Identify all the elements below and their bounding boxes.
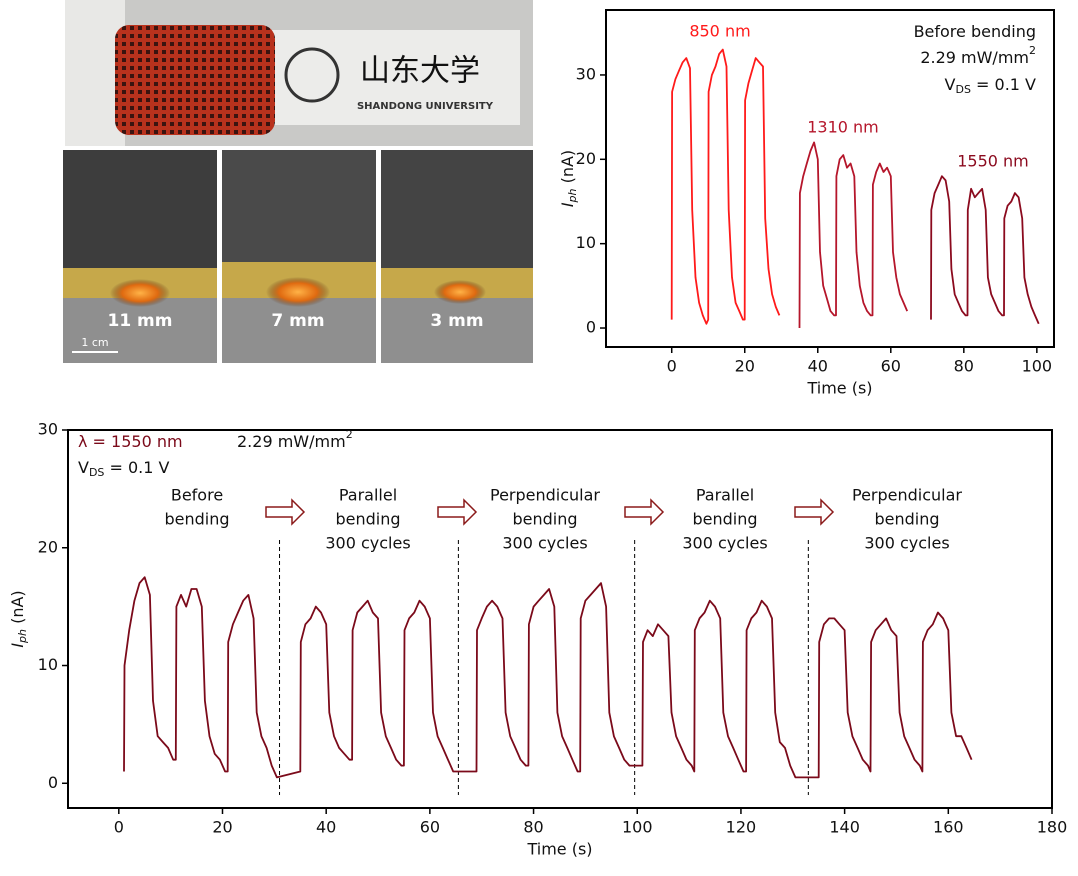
x-axis-title: Time (s) bbox=[806, 379, 872, 398]
annotation: VDS = 0.1 V bbox=[78, 458, 170, 480]
photo-panels: 11 mm 7 mm 3 mm 1 cm bbox=[63, 150, 533, 363]
data-line bbox=[930, 175, 1040, 325]
data-line bbox=[123, 576, 973, 779]
stage-label: Perpendicular bbox=[490, 486, 600, 505]
y-axis-symbol: I bbox=[8, 643, 27, 648]
y-tick-label: 0 bbox=[586, 318, 596, 337]
annotation: λ = 1550 nm bbox=[78, 432, 183, 451]
photo-label: 7 mm bbox=[271, 311, 324, 331]
x-tick-label: 20 bbox=[212, 818, 232, 837]
plot-frame bbox=[605, 9, 1055, 348]
annotation-part: V bbox=[78, 458, 89, 477]
photo-top: 山东大学 SHANDONG UNIVERSITY bbox=[65, 0, 533, 146]
x-tick-label: 0 bbox=[667, 357, 677, 376]
stage-label: Parallel bbox=[339, 486, 397, 505]
x-tick-label: 180 bbox=[1037, 818, 1068, 837]
y-tick-label: 20 bbox=[38, 537, 58, 556]
annotation-sup: 2 bbox=[1029, 44, 1036, 57]
annotation-part: = 0.1 V bbox=[971, 75, 1036, 94]
x-tick-label: 140 bbox=[829, 818, 860, 837]
stage-label: 300 cycles bbox=[682, 534, 767, 553]
x-tick-label: 80 bbox=[954, 357, 974, 376]
scale-bar-label: 1 cm bbox=[81, 336, 108, 349]
annotation-sup: 2 bbox=[346, 428, 353, 441]
x-tick-label: 40 bbox=[808, 357, 828, 376]
stage-label: 300 cycles bbox=[864, 534, 949, 553]
photo-panel bbox=[222, 150, 376, 363]
x-tick-label: 60 bbox=[881, 357, 901, 376]
x-tick-label: 160 bbox=[933, 818, 964, 837]
photo-text: SHANDONG UNIVERSITY bbox=[357, 101, 494, 112]
y-tick-label: 20 bbox=[576, 149, 596, 168]
annotation-sub: DS bbox=[955, 83, 970, 96]
annotation: 2.29 mW/mm2 bbox=[237, 428, 353, 451]
stage-arrow bbox=[265, 498, 306, 526]
y-axis-sub: ph bbox=[566, 188, 579, 203]
stage-label: bending bbox=[512, 510, 577, 529]
photo-label: 11 mm bbox=[107, 311, 172, 331]
photo-text: 山东大学 bbox=[360, 54, 480, 89]
y-axis-symbol: I bbox=[558, 202, 577, 207]
photo-label: 3 mm bbox=[430, 311, 483, 331]
y-tick-label: 30 bbox=[576, 64, 596, 83]
stage-label: bending bbox=[692, 510, 757, 529]
annotation-part: = 0.1 V bbox=[104, 458, 169, 477]
stage-arrow bbox=[437, 498, 478, 526]
annotation-part: 2.29 mW/mm bbox=[920, 48, 1029, 67]
series-label: 850 nm bbox=[689, 22, 750, 41]
series-label: 1310 nm bbox=[807, 118, 879, 137]
stage-label: bending bbox=[874, 510, 939, 529]
stage-label: 300 cycles bbox=[502, 534, 587, 553]
x-tick-label: 120 bbox=[726, 818, 757, 837]
y-tick-label: 10 bbox=[38, 655, 58, 674]
annotation: Before bending bbox=[914, 22, 1036, 41]
y-tick-label: 30 bbox=[38, 420, 58, 439]
y-axis-title: Iph (nA) bbox=[8, 590, 30, 647]
annotation-part: V bbox=[945, 75, 956, 94]
x-tick-label: 100 bbox=[622, 818, 653, 837]
annotation-sub: DS bbox=[89, 466, 104, 479]
annotation: VDS = 0.1 V bbox=[945, 75, 1037, 97]
photo-panel bbox=[381, 150, 533, 363]
x-tick-label: 40 bbox=[316, 818, 336, 837]
x-axis-title: Time (s) bbox=[526, 840, 592, 859]
y-axis-sub: ph bbox=[16, 629, 29, 644]
stage-arrow bbox=[624, 498, 665, 526]
x-tick-label: 20 bbox=[735, 357, 755, 376]
x-tick-label: 60 bbox=[420, 818, 440, 837]
stage-label: Perpendicular bbox=[852, 486, 962, 505]
y-tick-label: 10 bbox=[576, 233, 596, 252]
stage-label: bending bbox=[164, 510, 229, 529]
stage-label: bending bbox=[335, 510, 400, 529]
data-line bbox=[670, 48, 781, 325]
annotation-part: Before bending bbox=[914, 22, 1036, 41]
stage-label: Before bbox=[171, 486, 223, 505]
stage-arrow bbox=[794, 498, 835, 526]
series-label: 1550 nm bbox=[957, 152, 1029, 171]
x-tick-label: 100 bbox=[1022, 357, 1053, 376]
y-axis-unit: (nA) bbox=[8, 590, 27, 629]
stage-label: 300 cycles bbox=[325, 534, 410, 553]
data-line bbox=[798, 141, 909, 329]
photo-panel bbox=[63, 150, 217, 363]
y-tick-label: 0 bbox=[48, 773, 58, 792]
y-axis-unit: (nA) bbox=[558, 150, 577, 189]
annotation-part: 2.29 mW/mm bbox=[237, 432, 346, 451]
annotation: 2.29 mW/mm2 bbox=[920, 44, 1036, 67]
x-tick-label: 0 bbox=[114, 818, 124, 837]
stage-label: Parallel bbox=[696, 486, 754, 505]
annotation-part: λ = 1550 nm bbox=[78, 432, 183, 451]
x-tick-label: 80 bbox=[523, 818, 543, 837]
plot-frame bbox=[67, 429, 1053, 809]
y-axis-title: Iph (nA) bbox=[558, 150, 580, 207]
